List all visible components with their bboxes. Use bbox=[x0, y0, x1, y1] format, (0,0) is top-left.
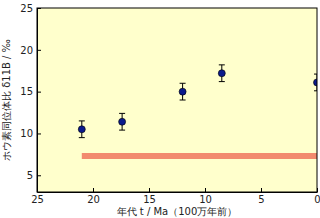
tick-label: 0 bbox=[314, 194, 320, 205]
tick-mark bbox=[37, 133, 41, 134]
point bbox=[314, 79, 318, 86]
tick-label: 10 bbox=[20, 128, 33, 139]
tick-label: 10 bbox=[199, 194, 212, 205]
tick-mark bbox=[37, 175, 41, 176]
error-bar-cap bbox=[79, 120, 85, 121]
tick: 5 bbox=[258, 188, 264, 205]
tick-mark bbox=[205, 188, 206, 192]
error-bar-cap bbox=[180, 100, 186, 101]
tick-mark bbox=[93, 188, 94, 192]
tick-mark bbox=[37, 50, 41, 51]
plot: 25 20 15 10 5 0 5 10 15 20 25 bbox=[20, 3, 320, 205]
plot-background bbox=[37, 8, 317, 192]
point bbox=[78, 126, 85, 133]
tick-mark bbox=[261, 188, 262, 192]
error-bar-cap bbox=[180, 83, 186, 84]
error-bar bbox=[79, 121, 85, 138]
plot-frame bbox=[37, 8, 317, 192]
y-axis-title: ホウ素同位体比 δ11B / ‰ bbox=[1, 39, 12, 161]
tick: 10 bbox=[199, 188, 212, 205]
tick: 15 bbox=[20, 86, 41, 97]
error-bar-cap bbox=[219, 64, 225, 65]
chart: 25 20 15 10 5 0 5 10 15 20 25 年代 t / Ma（100万年前） ホウ素同… bbox=[0, 0, 320, 218]
reference-line bbox=[82, 153, 317, 159]
point bbox=[218, 70, 225, 77]
error-bar-cap bbox=[79, 137, 85, 138]
y-axis: 5 10 15 20 25 bbox=[20, 3, 41, 193]
error-bar bbox=[180, 83, 186, 100]
tick: 20 bbox=[20, 45, 41, 56]
tick-label: 25 bbox=[31, 194, 44, 205]
tick-mark bbox=[37, 92, 41, 93]
tick-label: 20 bbox=[87, 194, 100, 205]
marks bbox=[78, 65, 317, 156]
error-bar-cap bbox=[119, 113, 125, 114]
error-bar-cap bbox=[219, 81, 225, 82]
tick-label: 5 bbox=[27, 170, 33, 181]
x-axis: 25 20 15 10 5 0 bbox=[31, 188, 320, 205]
tick-label: 20 bbox=[20, 45, 33, 56]
tick-label: 25 bbox=[20, 3, 33, 14]
error-bar bbox=[119, 113, 125, 130]
error-bar bbox=[219, 65, 225, 82]
tick-label: 5 bbox=[258, 194, 264, 205]
x-axis-title: 年代 t / Ma（100万年前） bbox=[117, 206, 238, 217]
point bbox=[119, 118, 126, 125]
tick: 15 bbox=[143, 188, 156, 205]
tick: 5 bbox=[27, 170, 41, 181]
tick-mark bbox=[149, 188, 150, 192]
tick-label: 15 bbox=[20, 86, 33, 97]
tick-label: 15 bbox=[143, 194, 156, 205]
point bbox=[179, 88, 186, 95]
tick: 10 bbox=[20, 128, 41, 139]
error-bar-cap bbox=[119, 130, 125, 131]
tick: 20 bbox=[87, 188, 100, 205]
